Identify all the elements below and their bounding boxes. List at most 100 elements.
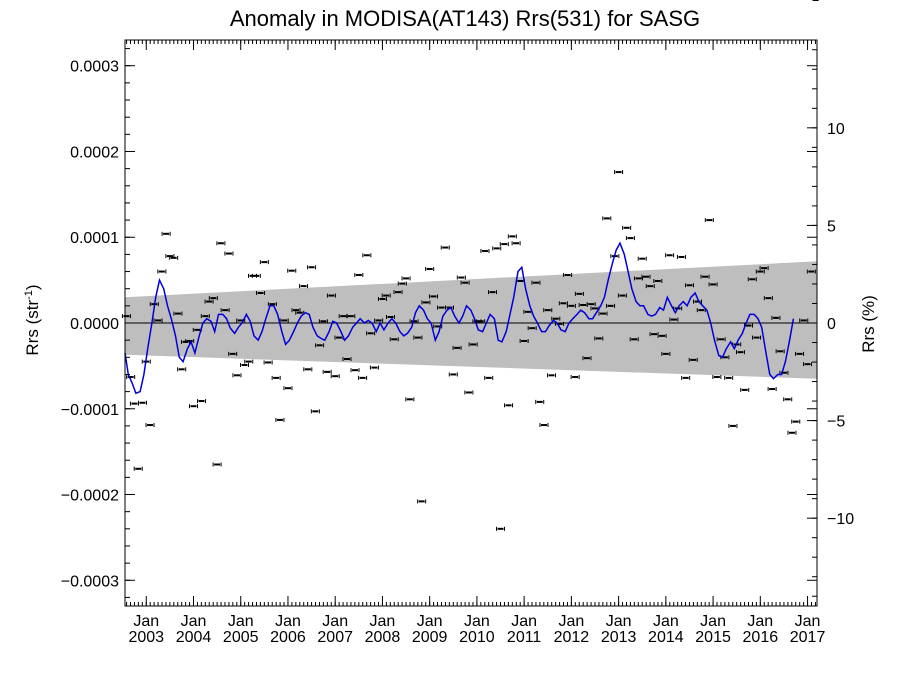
y-right-tick-label: −5 (827, 414, 845, 431)
data-point (173, 311, 183, 316)
data-point (657, 333, 667, 338)
x-tick-month-label: Jan (417, 613, 443, 630)
data-point (169, 255, 179, 260)
data-point (456, 275, 466, 280)
data-point (598, 311, 608, 316)
data-point (369, 365, 379, 370)
data-point (326, 293, 336, 298)
data-point (330, 374, 340, 379)
data-point (121, 314, 131, 319)
data-point (133, 466, 143, 471)
data-point (303, 367, 313, 372)
data-point (771, 315, 781, 320)
data-point (669, 317, 679, 322)
x-tick-month-label: Jan (606, 613, 632, 630)
x-tick-month-label: Jan (511, 613, 537, 630)
data-point (287, 268, 297, 273)
data-point (712, 375, 722, 380)
data-point (224, 251, 234, 256)
y-left-tick-label: −0.0003 (61, 573, 119, 590)
data-point (188, 404, 198, 409)
x-tick-year-label: 2005 (223, 629, 259, 646)
data-point (574, 291, 584, 296)
y-left-tick-label: 0.0002 (70, 144, 119, 161)
plot-area: −0.0003 −0.0002 −0.0001 0.0000 0.0001 0.0002 0… (61, 0, 854, 646)
data-point (389, 337, 399, 342)
data-point (775, 349, 785, 354)
data-point (625, 236, 635, 241)
x-tick-year-label: 2012 (554, 629, 590, 646)
data-point (310, 409, 320, 414)
y-axis-left-label-close: ) (23, 284, 42, 290)
data-point (358, 375, 368, 380)
data-point (381, 293, 391, 298)
y-left-tick-label: −0.0001 (61, 402, 119, 419)
data-point (602, 216, 612, 221)
data-point (421, 300, 431, 305)
data-point (586, 302, 596, 307)
data-point (366, 331, 376, 336)
data-point (759, 266, 769, 271)
y-right-tick-label: −10 (827, 511, 854, 528)
data-point (795, 351, 805, 356)
data-point (704, 218, 714, 223)
data-point (322, 369, 332, 374)
data-point (767, 387, 777, 392)
data-point (440, 245, 450, 250)
data-point (645, 284, 655, 289)
data-point (448, 372, 458, 377)
data-point (350, 368, 360, 373)
data-point (637, 256, 647, 261)
data-point (755, 269, 765, 274)
data-point (496, 526, 506, 531)
data-point (487, 290, 497, 295)
y-axis-right-label: Rrs (%) (859, 295, 878, 353)
data-point (547, 373, 557, 378)
data-point (208, 296, 218, 301)
y-left-tick-label: 0.0003 (70, 59, 119, 76)
data-point (291, 308, 301, 313)
data-point (393, 290, 403, 295)
data-point (728, 423, 738, 428)
data-point (594, 336, 604, 341)
data-point (724, 375, 734, 380)
data-point (563, 272, 573, 277)
data-point (413, 335, 423, 340)
data-point (377, 296, 387, 301)
x-tick-year-label: 2014 (648, 629, 684, 646)
data-point (244, 359, 254, 364)
y-right-tick-label: 0 (827, 316, 836, 333)
data-point (428, 294, 438, 299)
data-point (535, 399, 545, 404)
y-left-tick-label: 0.0000 (70, 316, 119, 333)
data-point (307, 265, 317, 270)
x-tick-month-label: Jan (795, 613, 821, 630)
data-point (275, 417, 285, 422)
data-point (787, 430, 797, 435)
data-point (271, 375, 281, 380)
data-point (504, 403, 514, 408)
x-tick-month-label: Jan (558, 613, 584, 630)
data-point (157, 269, 167, 274)
x-tick-month-label: Jan (322, 613, 348, 630)
x-tick-year-label: 2006 (270, 629, 306, 646)
x-tick-month-label: Jan (228, 613, 254, 630)
data-point (417, 499, 427, 504)
x-tick-year-label: 2017 (790, 629, 826, 646)
data-point (240, 363, 250, 368)
data-point (747, 277, 757, 282)
data-point (684, 283, 694, 288)
data-point (791, 419, 801, 424)
data-point (228, 351, 238, 356)
data-point (641, 274, 651, 279)
data-point (527, 326, 537, 331)
data-point (425, 266, 435, 271)
data-point (763, 296, 773, 301)
data-point (622, 225, 632, 230)
data-point (267, 302, 277, 307)
data-point (145, 423, 155, 428)
data-point (484, 375, 494, 380)
data-point (279, 318, 289, 323)
data-point (216, 241, 226, 246)
